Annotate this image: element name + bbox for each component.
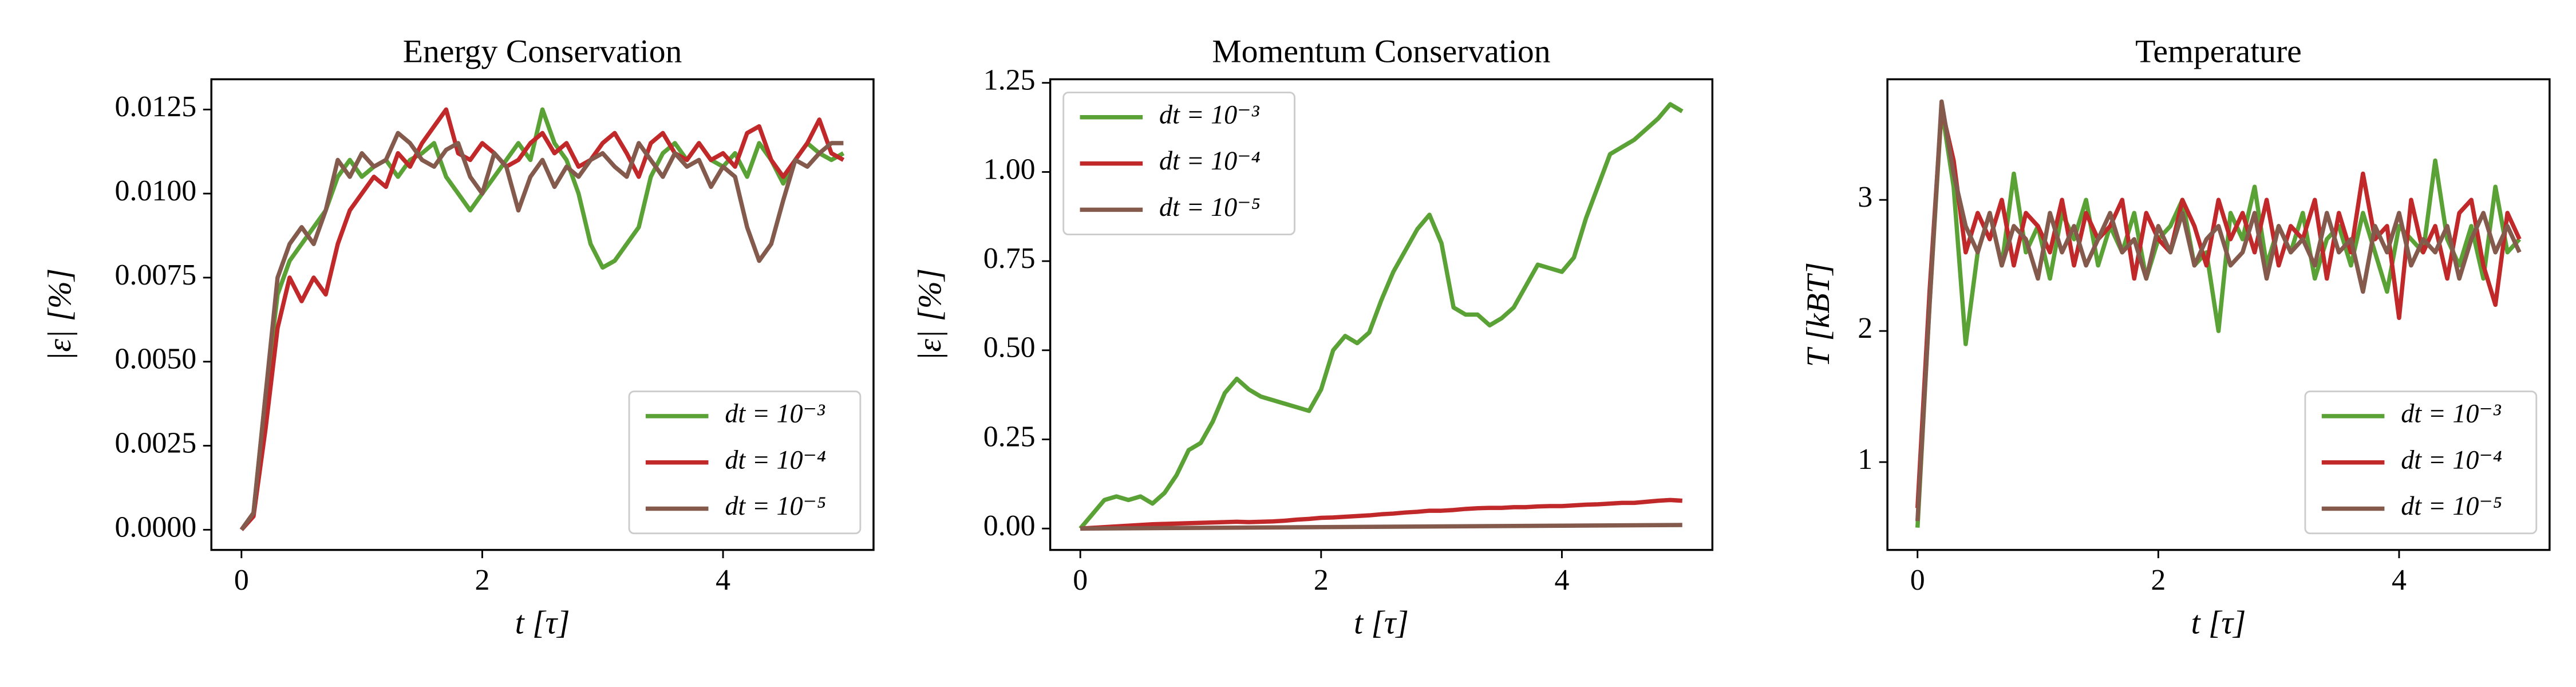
legend-box [1062,92,1295,236]
subplot-title: Energy Conservation [403,33,682,69]
legend-box [628,390,862,535]
legend-label: dt = 10⁻⁵ [1159,192,1261,222]
legend-label: dt = 10⁻⁴ [2401,445,2502,474]
y-axis-label: T [kBT] [1800,262,1836,367]
y-tick-label: 0.50 [983,331,1036,364]
legend-label: dt = 10⁻³ [2401,399,2502,428]
data-line [1915,99,2522,522]
subplot: Energy Conservation 0 2 4 0.0000 0.0025 0.0050… [42,33,875,641]
x-tick-label: 2 [1314,564,1329,597]
x-tick-label: 0 [1910,564,1925,597]
data-line [1078,102,1684,530]
data-line [239,107,845,531]
x-axis-label: t [τ] [515,605,570,641]
data-line [1080,498,1682,531]
legend: dt = 10⁻³ dt = 10⁻⁴ dt = 10⁻⁵ [628,390,862,535]
x-tick-label: 0 [1073,564,1088,597]
y-tick-label: 0.0100 [115,175,197,207]
data-line [1080,523,1682,531]
legend: dt = 10⁻³ dt = 10⁻⁴ dt = 10⁻⁵ [1062,92,1295,236]
y-axis-label: |ε| [%] [42,269,78,361]
y-tick-label: 0.0025 [115,427,197,459]
axes-frame [1049,78,1714,551]
y-tick-label: 1.00 [983,153,1036,185]
legend-label: dt = 10⁻⁴ [1159,146,1261,175]
x-axis-label: t [τ] [2191,605,2246,641]
y-axis-label: |ε| [%] [912,269,948,361]
x-tick-label: 2 [2151,564,2166,597]
data-line [239,131,844,531]
x-tick-label: 4 [2392,564,2407,597]
y-tick-label: 0.75 [983,242,1036,275]
y-tick-label: 2 [1858,312,1872,345]
y-tick-label: 0.00 [983,510,1036,542]
x-tick-label: 4 [716,564,730,597]
x-axis-label: t [τ] [1354,605,1409,641]
data-line [240,107,845,531]
y-tick-label: 0.0125 [115,90,197,123]
axes-frame [1886,78,2551,551]
y-tick-label: 3 [1858,181,1872,214]
y-tick-label: 0.0075 [115,259,197,291]
legend-label: dt = 10⁻⁴ [725,445,826,474]
legend-label: dt = 10⁻⁵ [2401,491,2502,520]
x-tick-label: 0 [234,564,249,597]
y-tick-label: 0.25 [983,420,1036,453]
y-tick-label: 0.0050 [115,343,197,376]
legend: dt = 10⁻³ dt = 10⁻⁴ dt = 10⁻⁵ [2304,390,2538,535]
data-line [1915,106,2522,508]
subplot-title: Temperature [2135,33,2302,69]
x-tick-label: 4 [1554,564,1569,597]
subplot-title: Momentum Conservation [1212,33,1550,69]
legend-box [2304,390,2538,535]
legend-label: dt = 10⁻⁵ [725,491,826,520]
y-tick-label: 1 [1858,443,1872,476]
y-tick-label: 1.25 [983,64,1036,97]
y-tick-label: 0.0000 [115,511,197,543]
axes-frame [210,78,875,551]
legend-label: dt = 10⁻³ [1159,100,1260,129]
x-tick-label: 2 [475,564,489,597]
legend-label: dt = 10⁻³ [725,399,825,428]
subplot: Momentum Conservation 0 2 4 0.00 0.25 0.50 0.75… [912,33,1714,641]
